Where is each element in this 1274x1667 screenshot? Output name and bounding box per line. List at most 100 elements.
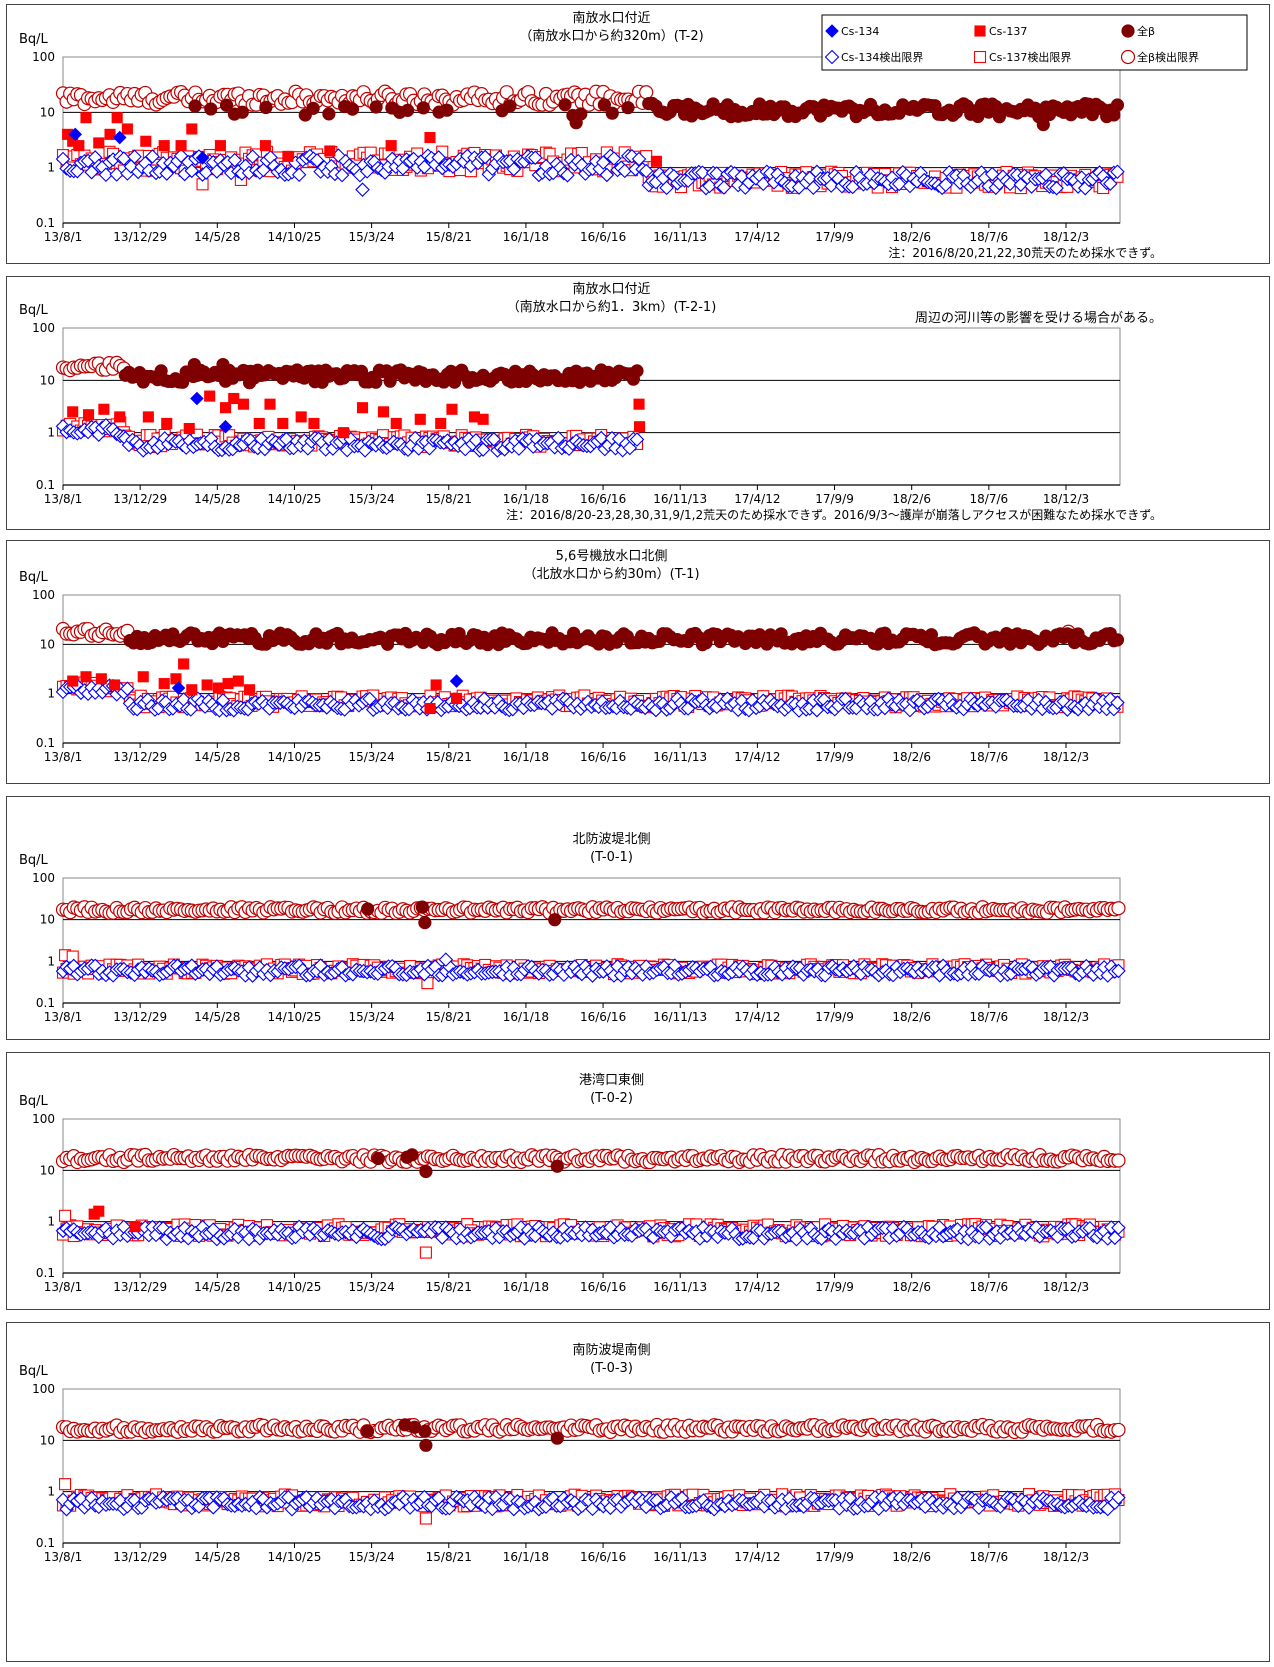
y-axis-label: Bq/L	[19, 1364, 49, 1379]
x-tick-label: 18/7/6	[970, 492, 1009, 506]
x-tick-label: 16/11/13	[653, 750, 707, 764]
cs134_dl-point	[309, 153, 325, 168]
cs134_dl-point	[560, 168, 575, 183]
x-tick-label: 17/4/12	[734, 1280, 780, 1294]
y-tick-label: 10	[40, 373, 55, 387]
beta-point	[204, 102, 218, 116]
beta-point	[235, 105, 249, 119]
legend-label: Cs-134	[841, 25, 879, 38]
cs134_dl-point	[978, 1219, 994, 1235]
x-tick-label: 13/8/1	[44, 1010, 83, 1024]
beta-point	[361, 1424, 375, 1438]
x-tick-label: 18/7/6	[970, 750, 1009, 764]
cs137-point	[633, 421, 646, 433]
cs137-point	[377, 406, 390, 418]
beta_dl-point	[1111, 901, 1126, 916]
chart-svg: 5,6号機放水口北側（北放水口から約30m）(T-1)Bq/L1001010.1…	[19, 549, 1125, 764]
x-tick-label: 14/10/25	[268, 1280, 322, 1294]
x-tick-label: 18/12/3	[1043, 230, 1089, 244]
cs134-point	[112, 130, 127, 145]
x-tick-label: 15/8/21	[426, 1010, 472, 1024]
cs137-point	[98, 403, 110, 415]
x-tick-label: 13/12/29	[113, 1550, 167, 1564]
chart-panel-T-0-2: 港湾口東側 (T-0-2) Bq/L 100 10 1 0.1 13/8/1 13/12/29 1…	[6, 1052, 1270, 1310]
beta-point	[369, 375, 383, 389]
cs137-point	[73, 140, 85, 152]
cs137-point	[477, 413, 489, 425]
y-tick-label: 0.1	[36, 736, 55, 750]
y-tick-label: 10	[40, 105, 55, 119]
cs134-point	[171, 681, 186, 695]
cs134_dl-point	[98, 167, 114, 182]
chart-subtitle: （南放水口から約320m）(T-2)	[519, 28, 703, 44]
y-tick-label: 10	[40, 1163, 55, 1177]
beta-point	[503, 99, 517, 113]
x-tick-label: 14/10/25	[268, 750, 322, 764]
beta-point	[621, 101, 635, 115]
x-tick-label: 14/10/25	[268, 1010, 322, 1024]
x-tick-label: 15/3/24	[348, 1010, 394, 1024]
cs134_dl-point	[477, 149, 493, 165]
chart-svg: 南放水口付近（南放水口から約1．3km）(T-2-1)Bq/L周辺の河川等の影響…	[19, 281, 1162, 522]
x-tick-label: 15/8/21	[426, 1280, 472, 1294]
cs134_dl-point	[599, 167, 615, 183]
cs134_dl-point	[1111, 1220, 1126, 1236]
plot-area	[62, 877, 1121, 1004]
cs134_dl-point	[1103, 176, 1118, 191]
x-tick-label: 18/2/6	[892, 750, 931, 764]
beta-point	[569, 116, 583, 130]
cs134_dl-point	[638, 163, 654, 179]
x-tick-label: 13/12/29	[113, 492, 167, 506]
cs137-point	[295, 411, 307, 423]
y-tick-label: 100	[32, 321, 55, 335]
plot-area	[62, 56, 1121, 224]
x-tick-label: 15/8/21	[426, 750, 472, 764]
x-tick-label: 13/12/29	[113, 1280, 167, 1294]
chart-title: 南防波堤南側	[572, 1342, 650, 1358]
y-tick-label: 100	[32, 1112, 55, 1126]
y-axis-label: Bq/L	[19, 853, 49, 868]
cs137-point	[435, 417, 447, 430]
chart-note: 注：2016/8/20-23,28,30,31,9/1,2荒天のため採水できず。…	[506, 507, 1162, 522]
x-tick-label: 18/12/3	[1043, 1010, 1089, 1024]
x-tick-label: 18/7/6	[970, 230, 1009, 244]
legend-label: Cs-137	[989, 25, 1027, 38]
series-markers	[55, 84, 1125, 197]
cs137-point	[385, 140, 397, 152]
x-tick-label: 14/10/25	[268, 230, 322, 244]
x-tick-label: 17/4/12	[734, 1550, 780, 1564]
x-tick-label: 18/2/6	[892, 1280, 931, 1294]
cs137-point	[67, 675, 79, 687]
legend-label: Cs-137検出限界	[989, 50, 1071, 64]
cs134_dl-point	[145, 149, 160, 164]
cs134_dl-point	[355, 182, 370, 197]
x-tick-label: 16/1/18	[503, 750, 549, 764]
cs134_dl-point	[438, 952, 454, 967]
cs137-point	[183, 422, 195, 435]
cs137-point	[414, 413, 426, 425]
beta-point	[188, 99, 202, 113]
x-tick-label: 13/8/1	[44, 230, 83, 244]
y-tick-label: 0.1	[36, 996, 55, 1010]
cs134_dl-point	[606, 151, 622, 166]
y-tick-label: 1	[47, 161, 55, 175]
cs137-point	[137, 671, 149, 683]
x-tick-label: 14/5/28	[194, 1010, 240, 1024]
x-tick-label: 16/1/18	[503, 1280, 549, 1294]
beta-point	[219, 98, 234, 112]
cs137-point	[142, 411, 154, 423]
x-tick-label: 17/9/9	[815, 1550, 854, 1564]
cs134_dl-point	[334, 167, 350, 183]
beta-point	[361, 902, 375, 916]
chart-panel-T-1: 5,6号機放水口北側 （北放水口から約30m）(T-1) Bq/L 100 10 1 0.1…	[6, 540, 1270, 784]
x-tick-label: 14/5/28	[194, 230, 240, 244]
y-tick-label: 10	[40, 637, 55, 651]
cs137-point	[222, 678, 234, 690]
y-tick-label: 10	[40, 1433, 55, 1447]
cs134_dl-point	[695, 165, 710, 180]
x-tick-label: 16/11/13	[653, 492, 707, 506]
